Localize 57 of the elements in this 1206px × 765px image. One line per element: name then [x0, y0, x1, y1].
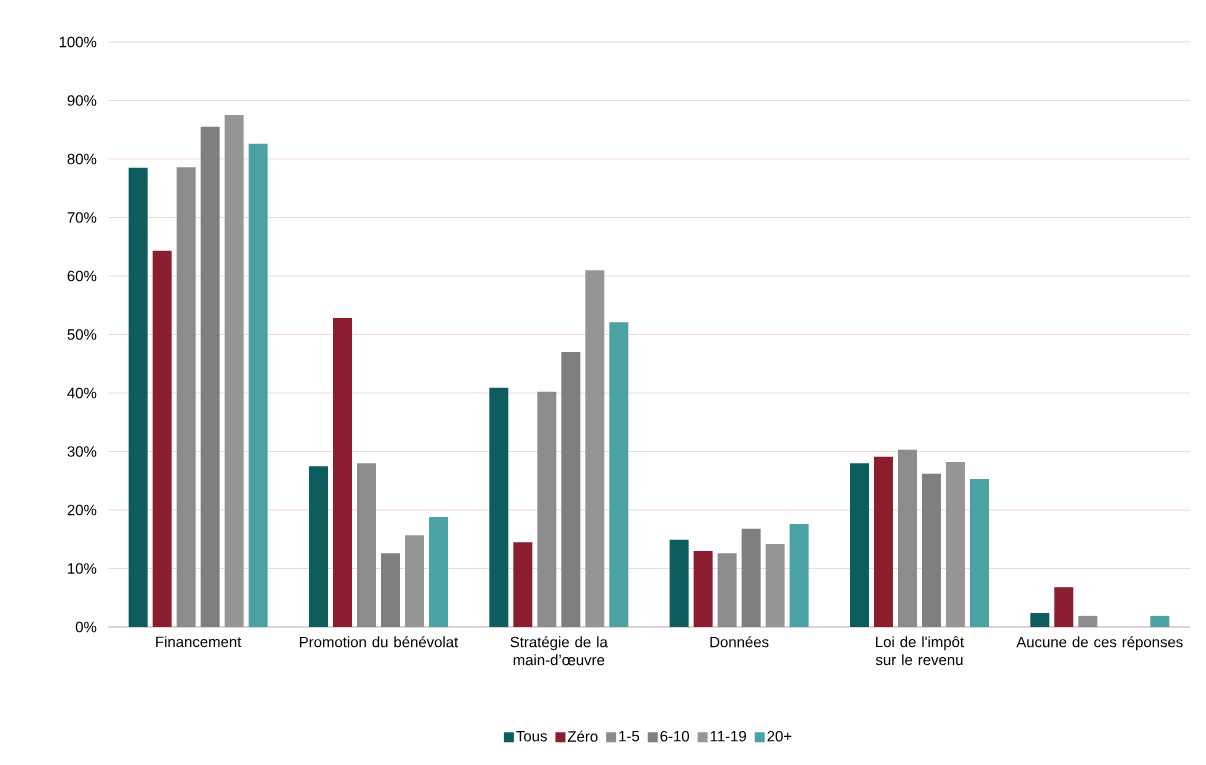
y-tick-label: 0% [75, 621, 97, 633]
bar [561, 352, 581, 627]
legend-label: 1-5 [619, 731, 640, 742]
bar [609, 322, 629, 627]
bar [1030, 612, 1050, 627]
bar [332, 318, 352, 627]
bar [717, 553, 737, 627]
bar [152, 250, 172, 627]
bar [873, 456, 893, 627]
y-tick-label: 70% [67, 212, 97, 223]
bar [404, 535, 424, 627]
y-tick-label: 50% [67, 329, 97, 340]
legend-label: 6-10 [660, 730, 690, 742]
bar [200, 126, 220, 627]
legend-label: 11-19 [710, 730, 747, 742]
y-tick-label: 40% [67, 387, 97, 399]
legend-label: Tous [516, 731, 547, 742]
bar [789, 524, 809, 627]
y-tick-label: 100% [59, 36, 97, 48]
bar [489, 387, 509, 627]
y-tick-label: 60% [67, 270, 97, 282]
bar [1054, 587, 1074, 627]
x-tick-label: Données [710, 636, 769, 648]
bar [176, 167, 196, 627]
bar [380, 553, 400, 627]
y-tick-label: 20% [67, 504, 97, 516]
bar [1150, 615, 1170, 627]
legend-label: Zéro [567, 730, 598, 742]
bar [693, 550, 713, 627]
bar [969, 478, 989, 627]
bar [537, 391, 557, 627]
bar [356, 463, 376, 627]
bar [921, 473, 941, 627]
x-tick-label: Financement [156, 636, 242, 648]
bar [765, 543, 785, 627]
bar [669, 539, 689, 627]
bar [513, 542, 533, 627]
legend-label: 20+ [767, 730, 792, 742]
x-tick-label: Promotion du bénévolat [299, 636, 459, 648]
bar [128, 167, 148, 627]
bar [1078, 615, 1098, 627]
x-tick-label: Stratégie de la main-d’œuvre [510, 636, 608, 666]
bar [308, 466, 328, 627]
bar [897, 449, 917, 627]
y-tick-label: 90% [67, 95, 97, 106]
bar [428, 517, 448, 627]
y-tick-label: 30% [67, 446, 97, 457]
bar [248, 143, 268, 627]
bar [741, 528, 761, 627]
y-tick-label: 10% [68, 563, 97, 574]
x-tick-label: Loi de l'impôt sur le revenu [875, 636, 964, 666]
bar [849, 463, 869, 627]
y-tick-label: 80% [67, 153, 97, 165]
x-tick-label: Aucune de ces réponses [1016, 636, 1183, 651]
bar [945, 462, 965, 627]
bar [224, 115, 244, 627]
bar [585, 270, 605, 627]
